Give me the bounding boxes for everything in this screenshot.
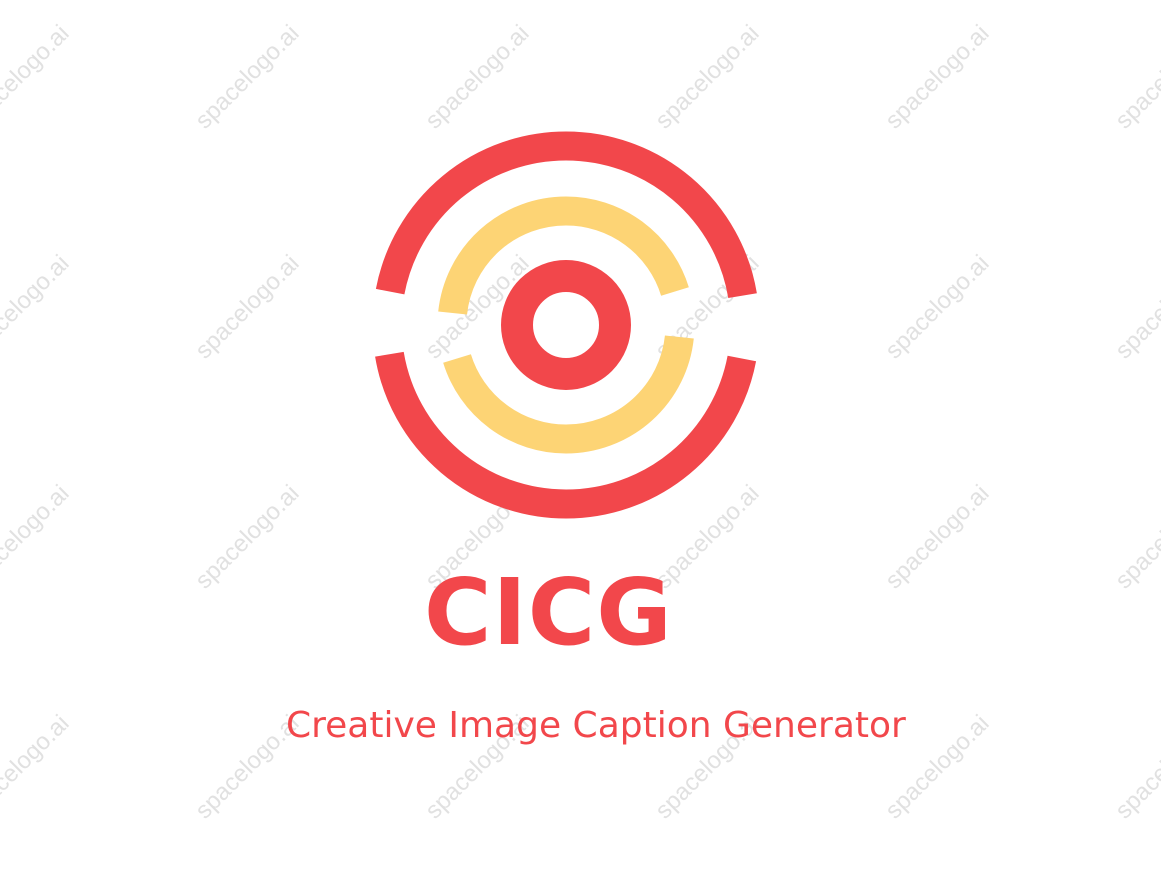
brand-name: CICG bbox=[424, 559, 673, 666]
concentric-target-rings-icon bbox=[372, 131, 760, 519]
watermark-text: spacelogo.ai bbox=[0, 710, 75, 824]
watermark-text: spacelogo.ai bbox=[1110, 250, 1161, 364]
watermark-text: spacelogo.ai bbox=[420, 20, 534, 134]
watermark-text: spacelogo.ai bbox=[0, 20, 75, 134]
watermark-text: spacelogo.ai bbox=[1110, 20, 1161, 134]
watermark-text: spacelogo.ai bbox=[190, 250, 304, 364]
watermark-text: spacelogo.ai bbox=[650, 20, 764, 134]
watermark-text: spacelogo.ai bbox=[190, 20, 304, 134]
watermark-text: spacelogo.ai bbox=[880, 20, 994, 134]
watermark-text: spacelogo.ai bbox=[190, 480, 304, 594]
watermark-text: spacelogo.ai bbox=[880, 250, 994, 364]
watermark-text: spacelogo.ai bbox=[0, 480, 75, 594]
watermark-text: spacelogo.ai bbox=[1110, 480, 1161, 594]
watermark-text: spacelogo.ai bbox=[0, 250, 75, 364]
watermark-text: spacelogo.ai bbox=[1110, 710, 1161, 824]
watermark-text: spacelogo.ai bbox=[880, 480, 994, 594]
tagline: Creative Image Caption Generator bbox=[286, 705, 906, 746]
